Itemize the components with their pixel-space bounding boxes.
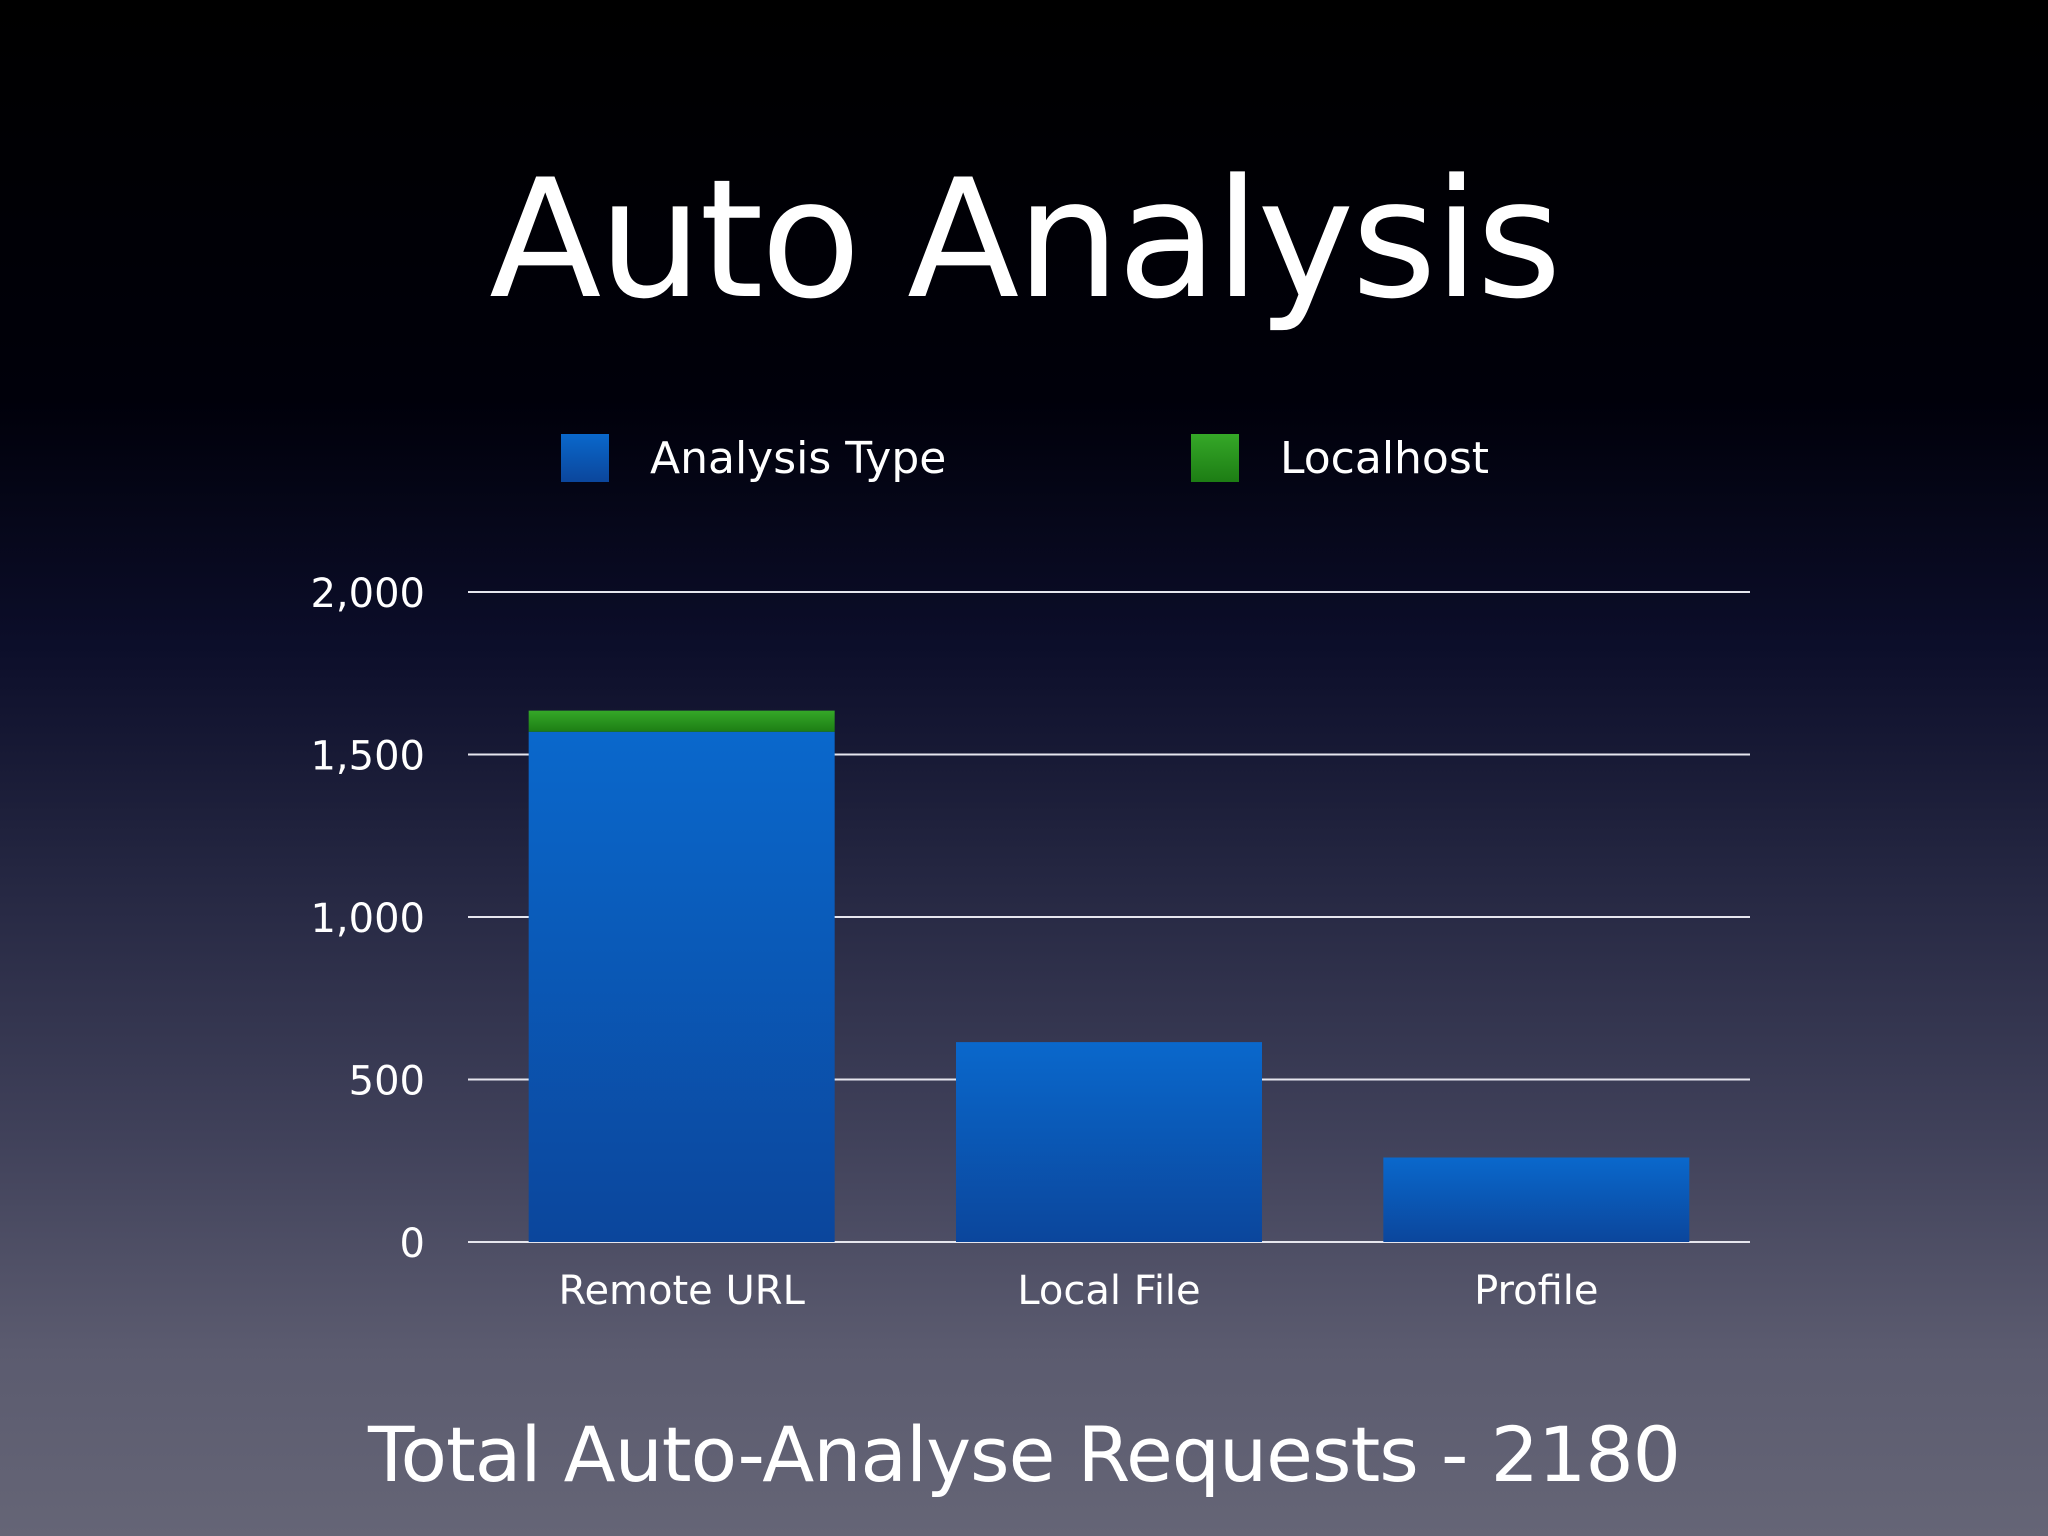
y-tick-label: 1,500 [310, 734, 425, 780]
bars [528, 710, 1690, 1242]
y-tick-label: 500 [349, 1059, 425, 1105]
x-tick-label: Remote URL [558, 1268, 805, 1314]
x-tick-label: Profile [1474, 1268, 1598, 1314]
legend-swatch [561, 434, 609, 482]
bar-remote-url-localhost [528, 710, 835, 732]
legend-swatch [1191, 434, 1239, 482]
y-axis-ticks: 0 500 1,000 1,500 2,000 [310, 571, 425, 1267]
y-tick-label: 0 [400, 1221, 425, 1267]
footer-summary: Total Auto-Analyse Requests - 2180 [367, 1410, 1681, 1499]
legend-label: Analysis Type [650, 433, 946, 484]
y-tick-label: 2,000 [310, 571, 425, 617]
bar-remote-url-analysis-type [528, 731, 835, 1242]
slide-title: Auto Analysis [489, 144, 1562, 335]
legend-label: Localhost [1280, 433, 1489, 484]
bar-local-file-analysis-type [956, 1042, 1262, 1242]
x-tick-label: Local File [1017, 1268, 1200, 1314]
bar-profile-analysis-type [1383, 1157, 1690, 1242]
y-tick-label: 1,000 [310, 896, 425, 942]
x-axis-ticks: Remote URL Local File Profile [558, 1268, 1598, 1314]
legend: Analysis Type Localhost [561, 433, 1489, 484]
